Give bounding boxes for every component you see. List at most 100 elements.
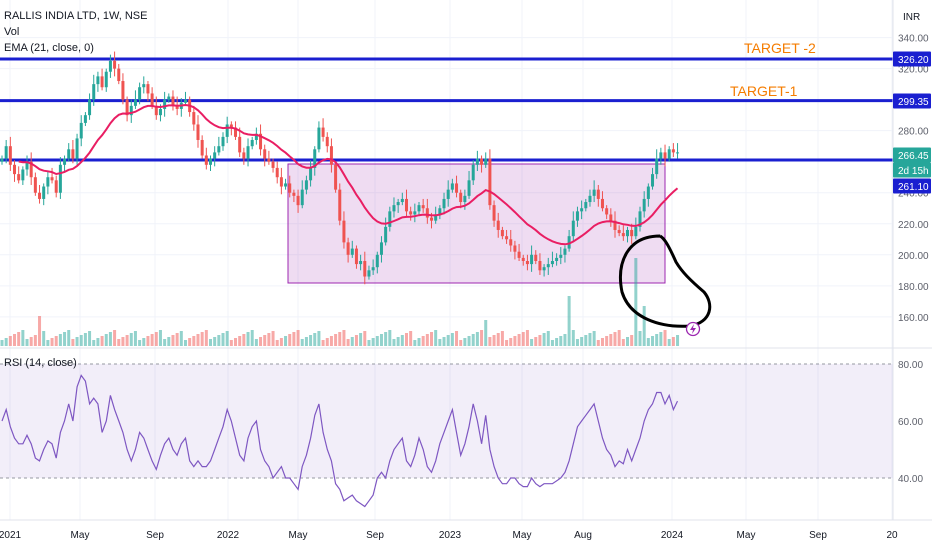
candle	[142, 84, 146, 88]
candle	[430, 217, 434, 221]
volume-bar	[563, 334, 567, 346]
volume-bar	[300, 339, 304, 346]
candle	[475, 158, 479, 165]
volume-bar	[642, 306, 646, 346]
candle	[530, 254, 534, 265]
volume-bar	[534, 337, 538, 346]
candle	[92, 84, 96, 100]
volume-bar	[559, 336, 563, 346]
volume-bar	[38, 316, 42, 346]
candle	[221, 136, 225, 147]
volume-bar	[67, 330, 71, 346]
candle	[484, 158, 488, 165]
candle	[538, 261, 542, 271]
candle	[163, 99, 167, 109]
volume-bar	[409, 331, 413, 346]
volume-bar	[671, 337, 675, 346]
candle	[21, 169, 25, 181]
volume-bar	[634, 258, 638, 346]
volume-bar	[183, 340, 187, 346]
candle	[542, 267, 546, 271]
rsi-line	[1, 374, 679, 508]
candle	[167, 96, 171, 100]
candle	[596, 189, 600, 199]
volume-bar	[259, 337, 263, 346]
volume-bar	[133, 331, 137, 346]
price-axis[interactable]: 160.00 180.00 200.00 220.00 240.00 280.00 320.…	[898, 34, 929, 324]
candle	[580, 208, 584, 212]
candle	[138, 87, 142, 100]
candle	[33, 177, 37, 193]
candle	[626, 229, 629, 237]
candle	[321, 127, 325, 137]
candle	[480, 158, 484, 165]
volume-bar	[467, 336, 471, 346]
volume-bar	[142, 338, 146, 346]
currency-label[interactable]: INR	[903, 12, 921, 23]
vol-legend[interactable]: Vol	[4, 26, 20, 38]
candle	[667, 149, 671, 159]
volume-bar	[384, 332, 388, 346]
candle	[213, 152, 217, 159]
candle	[192, 112, 196, 125]
date-tick-label: 20	[886, 530, 898, 541]
price-tick-label: 280.00	[898, 127, 929, 138]
volume-bar	[396, 337, 400, 346]
rsi-tick-label: 40.00	[898, 474, 923, 485]
candle	[363, 261, 367, 277]
volume-bar	[400, 335, 404, 346]
price-badge	[893, 51, 931, 67]
candle	[546, 264, 550, 268]
candle	[46, 177, 50, 187]
candle	[605, 208, 609, 215]
volume-bar	[509, 338, 513, 346]
candle	[563, 248, 567, 255]
volume-bar	[538, 335, 542, 346]
ema-legend[interactable]: EMA (21, close, 0)	[4, 42, 94, 54]
volume-bar	[492, 335, 496, 346]
candle	[29, 161, 33, 178]
candle	[309, 167, 313, 181]
candle	[417, 205, 421, 212]
volume-bar	[359, 333, 363, 346]
rsi-axis[interactable]: 40.00 60.00 80.00	[898, 360, 923, 485]
volume-bar	[605, 336, 609, 346]
volume-bar	[171, 335, 175, 346]
volume-bar	[392, 339, 396, 346]
volume-bar	[254, 339, 258, 346]
symbol-legend[interactable]: RALLIS INDIA LTD, 1W, NSE	[4, 10, 148, 22]
candle	[63, 158, 67, 165]
candle	[50, 177, 54, 181]
candle	[338, 189, 342, 221]
volume-bar	[425, 334, 429, 346]
candle	[492, 205, 496, 221]
rsi-legend[interactable]: RSI (14, close)	[4, 357, 77, 369]
volume-bar	[434, 330, 438, 346]
time-axis[interactable]: 2021 May Sep 2022 May Sep 2023 May Aug 2024 May Sep…	[0, 530, 898, 541]
candle	[500, 229, 504, 237]
volume-bar	[617, 330, 621, 346]
candle	[463, 195, 467, 203]
volume-bar	[542, 333, 546, 346]
price-tick-label: 320.00	[898, 65, 929, 76]
candle	[392, 205, 396, 212]
volume-bar	[104, 334, 108, 346]
candle	[271, 161, 275, 168]
price-badge-label: 299.35	[898, 97, 929, 108]
candle	[630, 229, 634, 237]
volume-bar	[221, 333, 225, 346]
volume-bar	[163, 339, 167, 346]
candle	[242, 152, 246, 159]
volume-bar	[350, 337, 354, 346]
candle	[4, 146, 8, 159]
horizontal-levels[interactable]	[0, 57, 893, 162]
volume-bar	[525, 330, 529, 346]
candle	[217, 146, 221, 153]
volume-bar	[158, 330, 162, 346]
candle	[263, 149, 267, 159]
volume-bar	[438, 339, 442, 346]
volume-bar	[238, 336, 242, 346]
candle	[329, 146, 333, 165]
target-2-label: TARGET -2	[744, 40, 816, 56]
